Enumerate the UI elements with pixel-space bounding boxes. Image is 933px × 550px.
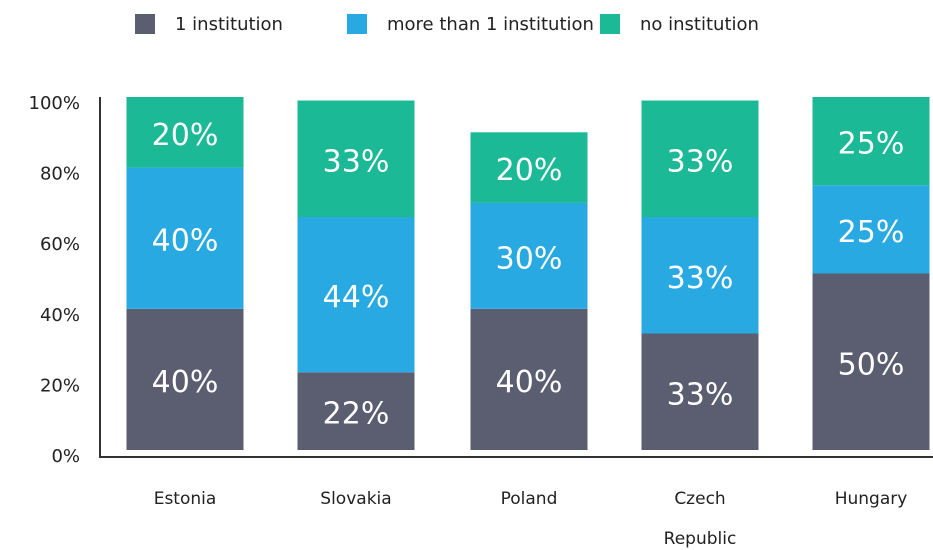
value-label: 44%: [323, 280, 390, 315]
value-label: 50%: [838, 347, 905, 382]
legend-swatch: [135, 14, 155, 34]
bar-segment: [641, 100, 759, 218]
y-tick-label: 40%: [40, 305, 80, 326]
legend-swatch: [600, 14, 620, 34]
x-tick-label: Estonia: [153, 489, 217, 509]
y-tick-label: 80%: [40, 164, 80, 185]
bar-segment: [812, 273, 930, 450]
x-tick-label: Slovakia: [320, 489, 392, 509]
y-tick-label: 0%: [51, 446, 80, 467]
bar-segment: [297, 372, 415, 450]
x-tick-label: Hungary: [834, 489, 908, 509]
x-tick-label: Poland: [500, 489, 558, 509]
y-tick-label: 100%: [29, 93, 80, 114]
bar-segment: [297, 217, 415, 373]
bar-segment: [641, 333, 759, 450]
bar-segment: [470, 202, 588, 309]
value-label: 33%: [667, 144, 734, 179]
value-label: 33%: [667, 261, 734, 296]
y-tick-label: 60%: [40, 234, 80, 255]
value-label: 33%: [323, 144, 390, 179]
bar-segment: [812, 97, 930, 186]
legend-label: no institution: [640, 14, 759, 35]
value-label: 40%: [152, 224, 219, 259]
bar-segment: [812, 185, 930, 274]
value-label: 25%: [838, 127, 905, 162]
bar-segment: [297, 100, 415, 218]
value-label: 25%: [838, 215, 905, 250]
value-label: 33%: [667, 377, 734, 412]
value-label: 20%: [496, 153, 563, 188]
value-label: 30%: [496, 241, 563, 276]
value-label: 22%: [323, 397, 390, 432]
bar-segment: [470, 308, 588, 450]
legend-label: 1 institution: [175, 14, 283, 35]
y-tick-label: 20%: [40, 375, 80, 396]
legend-label: more than 1 institution: [387, 14, 594, 35]
value-label: 40%: [496, 365, 563, 400]
bar-segment: [470, 132, 588, 203]
legend-swatch: [347, 14, 367, 34]
value-label: 40%: [152, 365, 219, 400]
bar-segment: [641, 217, 759, 334]
x-tick-label: Czech Republic: [663, 489, 737, 549]
value-label: 20%: [152, 118, 219, 153]
bar-segment: [126, 308, 244, 450]
bar-segment: [126, 97, 244, 168]
bar-segment: [126, 167, 244, 309]
